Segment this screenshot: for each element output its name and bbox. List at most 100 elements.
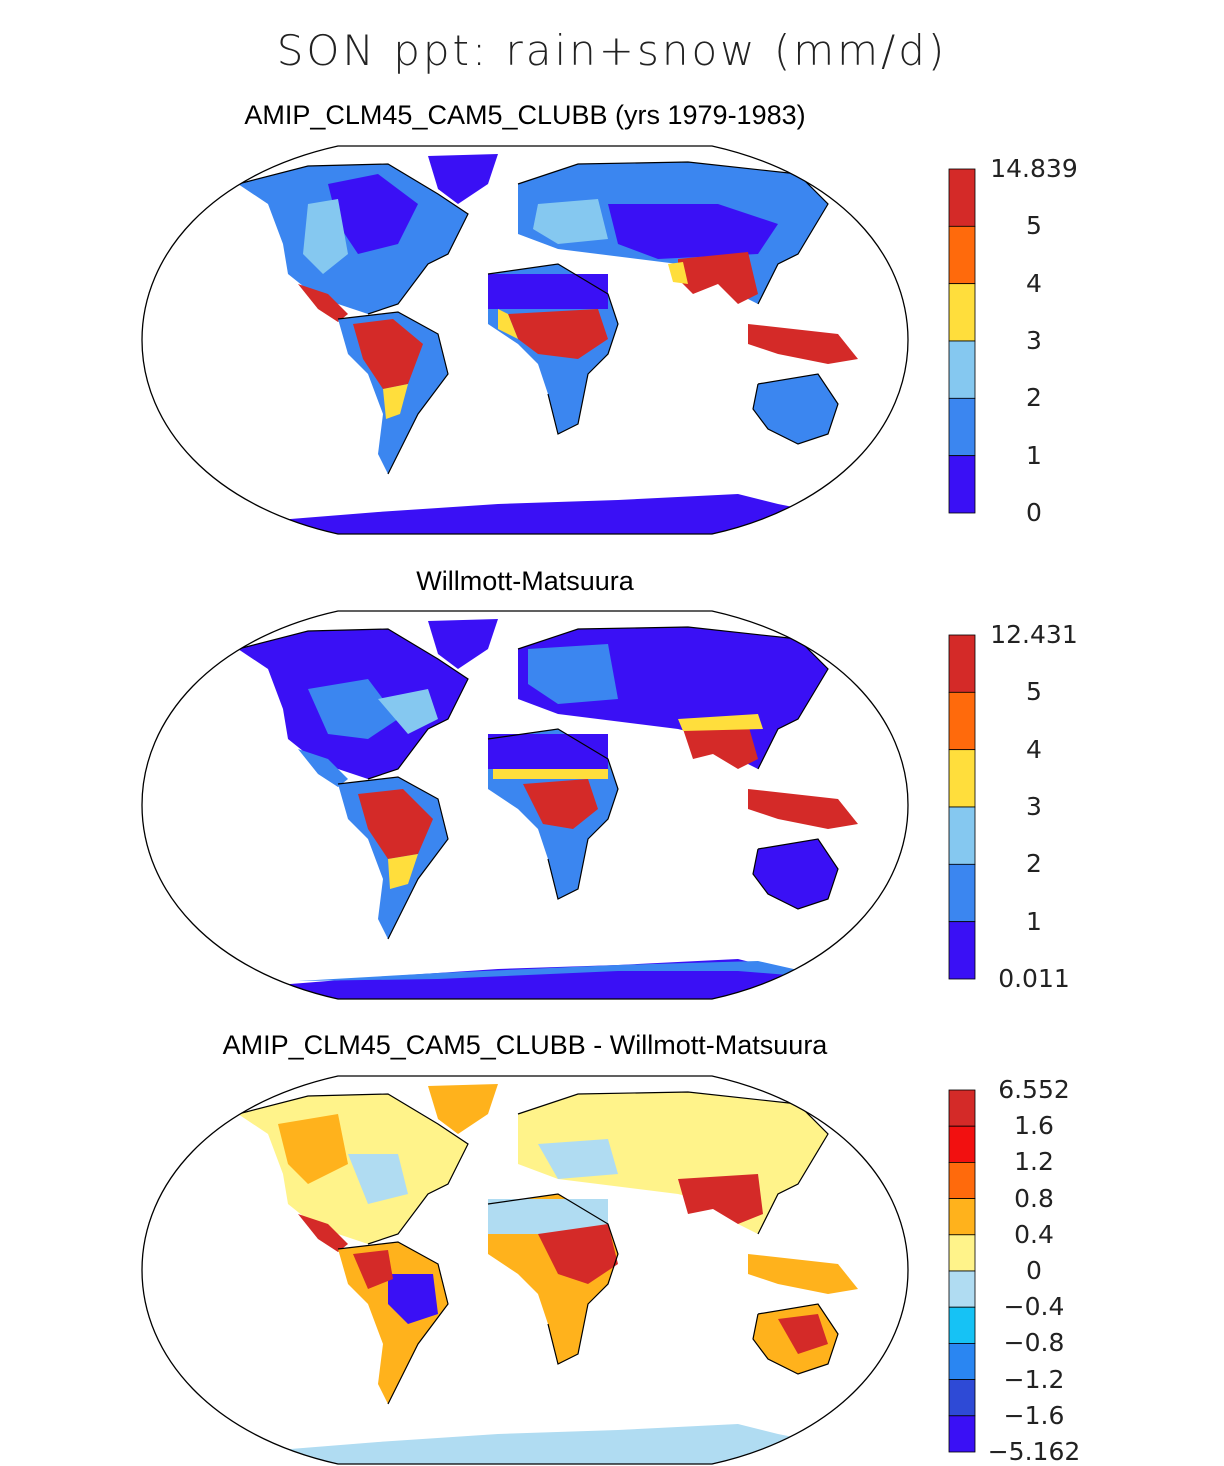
figure-title: SON ppt: rain+snow (mm/d) <box>276 26 948 75</box>
antarctica-land <box>142 1424 908 1464</box>
colorbar-swatch <box>948 863 976 923</box>
colorbar-tick-label: 1 <box>1026 906 1042 936</box>
africa-red <box>523 779 598 829</box>
greenland-land <box>428 1084 498 1134</box>
maritime-continent <box>748 324 858 364</box>
central-america <box>298 749 348 787</box>
eurasia-blue <box>608 204 778 259</box>
maritime-continent <box>748 1254 858 1294</box>
colorbar-tick-label: 0 <box>1026 1256 1042 1285</box>
colorbar-tick-label: 6.552 <box>998 1075 1070 1104</box>
south-america-blue <box>388 1274 438 1324</box>
europe-mid <box>528 644 618 704</box>
maritime-continent <box>748 789 858 829</box>
antarctica-coast <box>298 961 838 981</box>
greenland-land <box>428 154 498 204</box>
colorbar-swatch <box>948 283 976 342</box>
panel-1-title: AMIP_CLM45_CAM5_CLUBB (yrs 1979-1983) <box>244 100 806 130</box>
colorbar-swatch <box>948 749 976 808</box>
panel-3-map <box>141 1075 909 1465</box>
south-america-red <box>353 1250 393 1289</box>
colorbar-swatch <box>948 691 976 751</box>
colorbar-tick-label: 3 <box>1026 792 1042 821</box>
south-america-red <box>353 319 423 389</box>
colorbar-tick-label: −1.6 <box>1003 1400 1065 1430</box>
colorbar-swatch <box>948 1415 976 1453</box>
north-america-land <box>238 1094 468 1244</box>
south-asia-red <box>678 252 758 304</box>
colorbar-tick-label: 5 <box>1026 211 1042 241</box>
colorbar-swatch <box>948 340 976 399</box>
panel-1-map <box>141 145 909 535</box>
south-america-yellow <box>388 854 418 889</box>
antarctica-land <box>142 959 908 999</box>
south-asia-yellow <box>678 714 763 731</box>
colorbar-tick-label: −0.8 <box>1003 1328 1065 1358</box>
colorbar-tick-label: 1 <box>1026 440 1042 470</box>
colorbar-swatch <box>948 1162 976 1200</box>
central-america <box>298 284 348 322</box>
sahara <box>488 734 608 769</box>
colorbar-tick-label: 2 <box>1026 383 1042 413</box>
north-america-light <box>348 1154 408 1204</box>
south-asia-red <box>683 724 758 769</box>
panel-2-title: Willmott-Matsuura <box>416 566 634 596</box>
sahara <box>488 274 608 309</box>
colorbar-tick-label: −0.4 <box>1003 1292 1065 1322</box>
colorbar-swatch <box>948 168 976 227</box>
colorbar-swatch <box>948 806 976 865</box>
colorbar-swatch <box>948 397 976 457</box>
colorbar-tick-label: 0 <box>1026 498 1042 527</box>
colorbar-swatch <box>948 921 976 980</box>
greenland-land <box>428 619 498 669</box>
colorbar-tick-label: −5.162 <box>987 1437 1081 1466</box>
panel-1-colorbar <box>948 168 976 514</box>
north-america-orange <box>278 1114 348 1184</box>
colorbar-tick-label: 1.2 <box>1014 1147 1054 1177</box>
eurasia-light <box>533 199 608 244</box>
colorbar-tick-label: 12.431 <box>990 620 1078 649</box>
colorbar-swatch <box>948 1234 976 1272</box>
north-america-east <box>378 689 438 734</box>
colorbar-swatch <box>948 1379 976 1417</box>
colorbar-tick-label: 0.8 <box>1014 1183 1054 1213</box>
south-asia-red <box>678 1174 763 1224</box>
south-america-red <box>358 789 433 859</box>
colorbar-swatch <box>948 1089 976 1127</box>
colorbar-tick-label: 0.4 <box>1014 1219 1054 1249</box>
colorbar-swatch <box>948 225 976 285</box>
panel-2-map <box>141 610 909 1000</box>
south-america-yellow <box>383 384 408 419</box>
colorbar-swatch <box>948 1198 976 1236</box>
south-asia-yellow <box>668 262 688 284</box>
australia-land <box>753 374 838 444</box>
australia-land <box>753 839 838 909</box>
colorbar-swatch <box>948 1342 976 1380</box>
colorbar-tick-label: 1.6 <box>1014 1111 1054 1141</box>
north-america-light <box>303 199 348 274</box>
colorbar-tick-label: 4 <box>1026 734 1042 764</box>
colorbar-tick-label: −1.2 <box>1003 1364 1065 1394</box>
africa-yellow <box>493 769 608 779</box>
colorbar-tick-label: 4 <box>1026 268 1042 298</box>
colorbar-swatch <box>948 455 976 514</box>
south-america-land <box>338 1242 448 1404</box>
colorbar-swatch <box>948 1270 976 1308</box>
panel-3-colorbar <box>948 1089 976 1453</box>
north-america-blue <box>328 174 418 254</box>
panel-3-title: AMIP_CLM45_CAM5_CLUBB - Willmott-Matsuur… <box>222 1030 828 1060</box>
sahara <box>488 1199 608 1234</box>
colorbar-swatch <box>948 634 976 693</box>
africa-yellow <box>498 309 518 339</box>
colorbar-tick-label: 5 <box>1026 677 1042 707</box>
colorbar-swatch <box>948 1125 976 1163</box>
colorbar-swatch <box>948 1306 976 1344</box>
central-america <box>298 1214 348 1252</box>
panel-2-colorbar <box>948 634 976 980</box>
colorbar-tick-label: 14.839 <box>990 154 1078 183</box>
colorbar-tick-label: 3 <box>1026 326 1042 355</box>
north-america-mid <box>308 679 398 739</box>
africa-red <box>508 309 608 359</box>
australia-red <box>778 1314 828 1354</box>
colorbar-tick-label: 0.011 <box>998 964 1070 993</box>
